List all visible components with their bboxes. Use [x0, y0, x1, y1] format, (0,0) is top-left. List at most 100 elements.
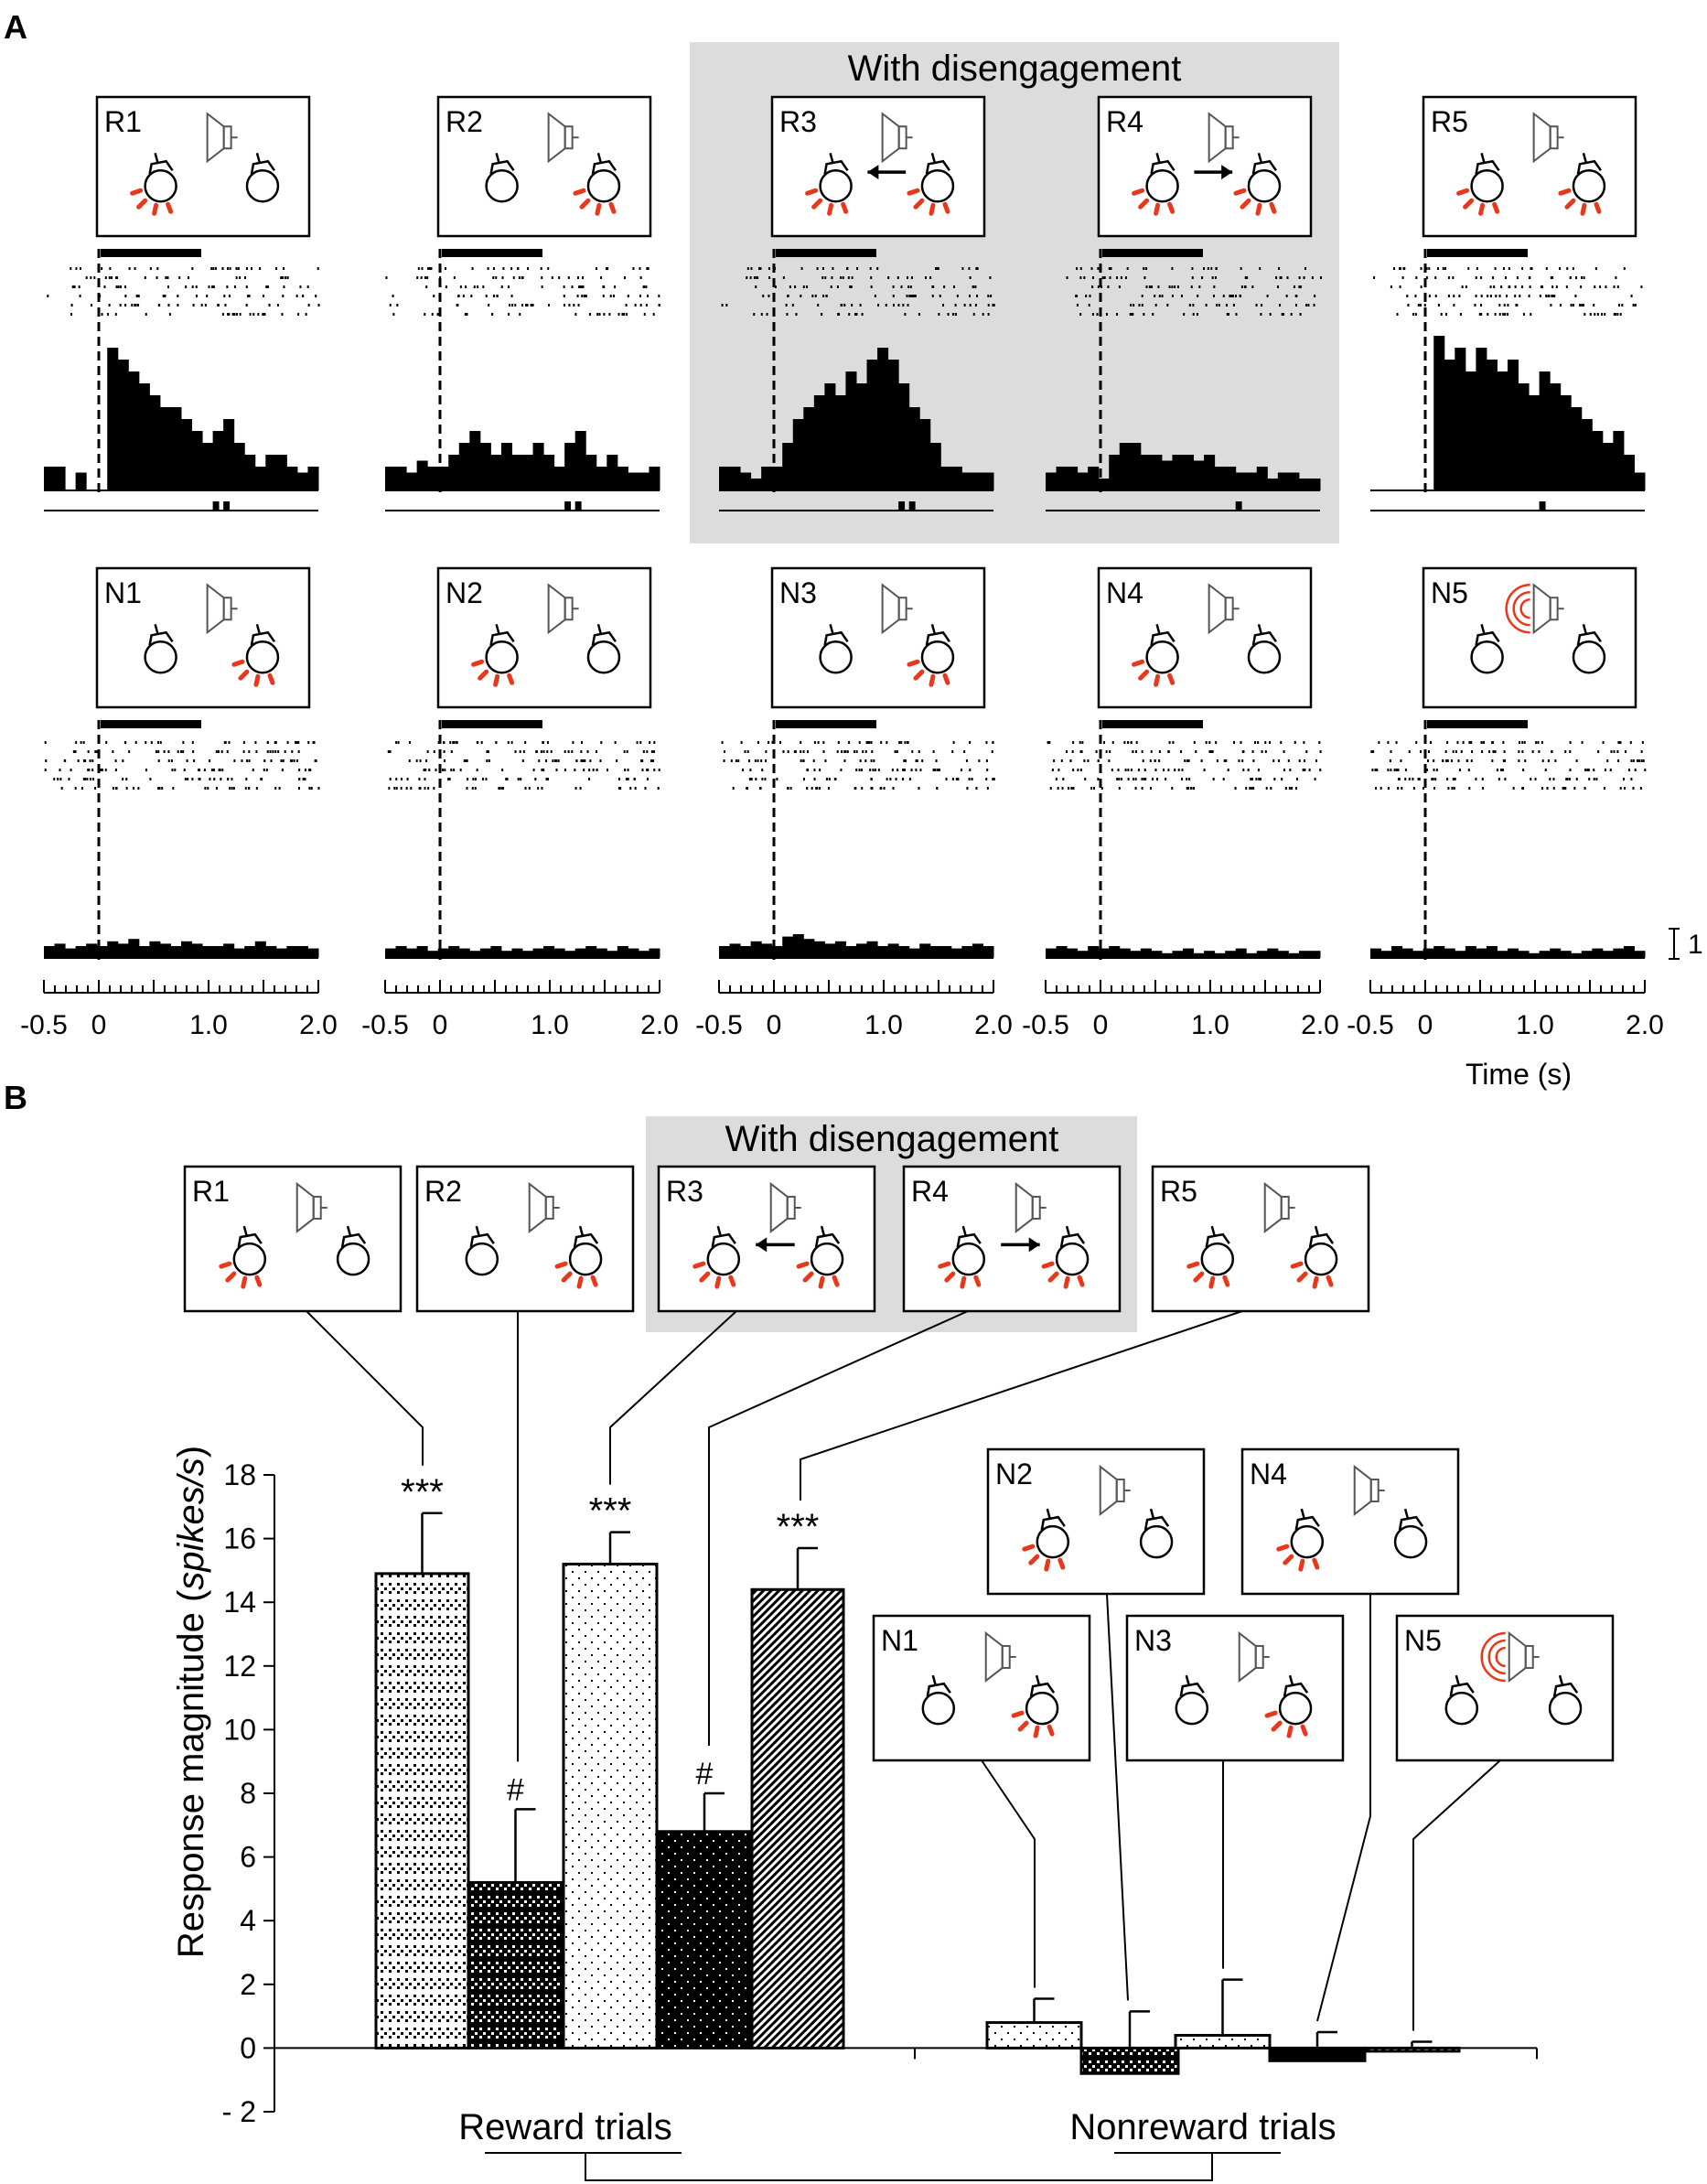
psth-bin: [244, 946, 256, 958]
time-axis: -0.5 0 1.0 2.0: [1347, 980, 1664, 1040]
speaker-icon: [206, 112, 238, 164]
speaker-icon: [1238, 1630, 1270, 1684]
psth-bin: [1298, 951, 1310, 958]
psth-bin: [929, 946, 941, 958]
panel-b-label: B: [4, 1079, 27, 1116]
y-tick-label: 18: [223, 1458, 256, 1491]
psth-bin: [212, 946, 224, 958]
psth-bin: [898, 946, 910, 958]
y-axis: 18 16 14 12 10 8 6 4 2 0 - 2: [222, 1458, 275, 2128]
psth-bin: [961, 472, 973, 490]
psth-bin: [416, 460, 428, 490]
psth-bin: [395, 467, 407, 490]
psth-bin: [596, 948, 607, 958]
mouse-left-icon: [1456, 152, 1504, 216]
arrow-left-icon: [756, 1237, 795, 1253]
mouse-right-icon-licking-icon: [796, 1261, 840, 1289]
time-tick-label: 0: [1418, 1010, 1433, 1040]
psth-bin: [649, 948, 660, 958]
scenario-card-n2: N2: [986, 1447, 1206, 1596]
psth-bin: [1602, 951, 1614, 958]
psth-bin: [1193, 460, 1205, 490]
psth-bin: [1256, 467, 1268, 490]
mouse-right-icon: [1247, 623, 1282, 674]
psth-bin: [638, 472, 650, 490]
sound-wave-icon: [1505, 583, 1530, 634]
psth-bin: [448, 946, 460, 958]
mouse-left-icon-licking-icon: [471, 659, 515, 687]
psth-bin: [1204, 455, 1216, 490]
psth-column-r2: R2: [385, 95, 660, 511]
psth-bin: [202, 946, 214, 958]
psth-bin: [1256, 951, 1268, 958]
psth-bin: [1088, 946, 1100, 958]
card-label: N2: [446, 576, 483, 609]
psth-bin: [149, 941, 161, 958]
psth-bin: [845, 371, 857, 490]
bar-r2: [467, 1880, 564, 2050]
y-tick-label: - 2: [222, 2095, 256, 2128]
psth-bin: [1235, 472, 1247, 490]
y-tick-label: 0: [240, 2031, 256, 2064]
stimulus-bar: [1427, 249, 1528, 257]
mouse-right-icon-licking-icon: [907, 188, 950, 216]
psth-bin: [1204, 951, 1216, 958]
psth-bin: [191, 431, 203, 490]
psth-bin: [950, 467, 962, 490]
mouse-left-icon-licking-icon: [1132, 188, 1176, 216]
mouse-left-icon-licking-icon: [1022, 1544, 1066, 1572]
psth-bin: [750, 479, 762, 490]
psth-bin: [1529, 952, 1541, 958]
time-axis: -0.5 0 1.0 2.0: [20, 980, 338, 1040]
speaker-icon: [1532, 583, 1564, 635]
time-tick-label: 0: [1093, 1010, 1109, 1040]
mouse-right-icon: [1233, 152, 1282, 216]
psth-bin: [1214, 467, 1226, 490]
psth-bin: [1193, 952, 1205, 958]
psth-bin: [1508, 948, 1519, 958]
mouse-right-icon: [586, 623, 621, 674]
scenario-card-n1: N1: [95, 566, 311, 709]
psth-bin: [585, 946, 597, 958]
psth-bin: [1109, 946, 1121, 958]
psth-bin: [490, 455, 502, 490]
arrow-right-icon: [1001, 1237, 1040, 1253]
psth-bin: [553, 948, 565, 958]
spike-raster: [1066, 267, 1322, 316]
time-tick-label: -0.5: [695, 1010, 743, 1040]
psth-bin: [1172, 455, 1184, 490]
significance-r3: ***: [589, 1491, 632, 1532]
psth-bin: [1497, 371, 1508, 490]
psth-bin: [223, 419, 235, 490]
speaker-icon: [1099, 1464, 1131, 1517]
stimulus-bar: [442, 720, 542, 728]
psth-column-n1: N1: [44, 566, 320, 960]
psth-bin: [856, 383, 868, 490]
disengagement-group-label-b: With disengagement: [725, 1119, 1059, 1159]
psth-bin: [1225, 951, 1237, 958]
psth-bin: [296, 946, 308, 958]
psth-bin: [607, 455, 618, 490]
psth-bin: [649, 467, 660, 490]
mouse-left-icon: [1444, 1674, 1479, 1726]
psth-bin: [191, 943, 203, 958]
psth-bin: [1581, 419, 1593, 490]
psth-bin: [1455, 951, 1466, 958]
psth-bin: [1592, 948, 1604, 958]
time-tick-label: 2.0: [1301, 1010, 1339, 1040]
psth-bin: [553, 467, 565, 490]
psth-bin: [929, 443, 941, 490]
psth-bin: [1214, 952, 1226, 958]
scenario-card-r1: R1: [95, 95, 311, 238]
mouse-left-icon: [938, 1225, 986, 1289]
psth-column-n4: N4: [1046, 566, 1322, 960]
mouse-right-icon: [1290, 1225, 1338, 1289]
psth-bin: [437, 948, 449, 958]
bars: *** # *** # ***: [374, 1472, 1461, 2075]
psth-bin: [543, 455, 555, 490]
group-label-nonreward: Nonreward trials: [1069, 2107, 1336, 2147]
psth-bin: [128, 939, 140, 958]
psth-bin: [286, 467, 298, 490]
psth-bin: [1465, 946, 1476, 958]
psth-bin: [564, 443, 576, 490]
